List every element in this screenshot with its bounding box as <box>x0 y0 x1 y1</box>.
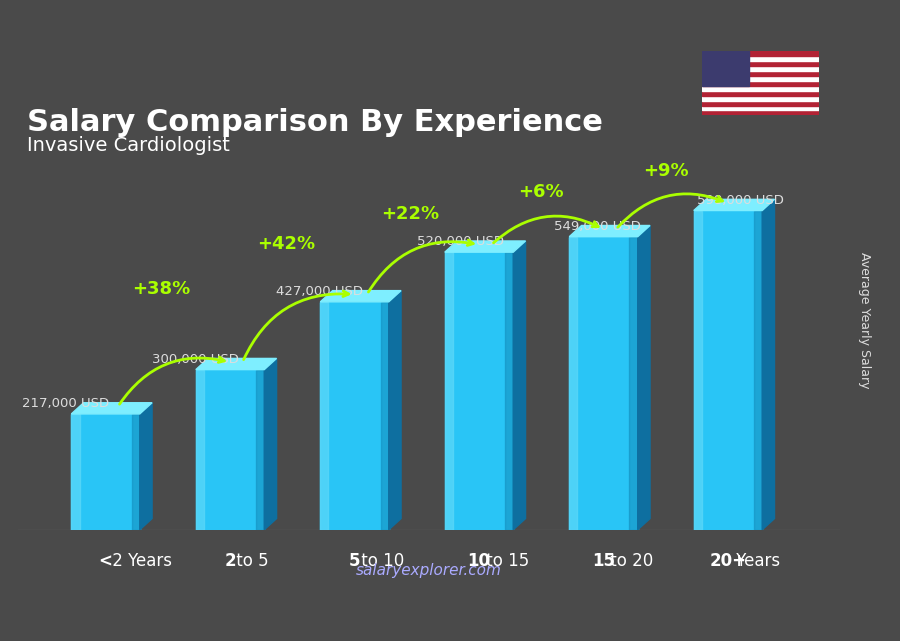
Polygon shape <box>389 290 401 529</box>
Bar <box>702 51 749 86</box>
Bar <box>702 101 819 106</box>
Bar <box>754 210 762 529</box>
Bar <box>196 370 204 529</box>
Text: to 20: to 20 <box>606 552 653 570</box>
Bar <box>702 76 819 81</box>
Text: to 10: to 10 <box>356 552 404 570</box>
Bar <box>131 414 140 529</box>
Bar <box>702 66 819 71</box>
Text: Average Yearly Salary: Average Yearly Salary <box>858 253 870 388</box>
Text: 217,000 USD: 217,000 USD <box>22 397 109 410</box>
Text: to 15: to 15 <box>481 552 529 570</box>
Bar <box>702 96 819 101</box>
Bar <box>381 302 389 529</box>
Polygon shape <box>265 358 276 529</box>
Text: +9%: +9% <box>643 162 689 180</box>
Bar <box>702 91 819 96</box>
Text: 300,000 USD: 300,000 USD <box>152 353 239 366</box>
Polygon shape <box>445 241 526 252</box>
Text: +6%: +6% <box>518 183 564 201</box>
Polygon shape <box>694 199 775 210</box>
Bar <box>702 86 819 91</box>
Bar <box>694 210 762 529</box>
Polygon shape <box>762 199 775 529</box>
Bar <box>702 106 819 110</box>
Bar <box>445 252 513 529</box>
Text: 520,000 USD: 520,000 USD <box>417 235 504 249</box>
Bar <box>256 370 265 529</box>
Polygon shape <box>320 290 401 302</box>
Bar <box>694 210 702 529</box>
Text: salaryexplorer.com: salaryexplorer.com <box>356 563 502 578</box>
Text: 427,000 USD: 427,000 USD <box>276 285 364 298</box>
Polygon shape <box>71 403 152 414</box>
Bar <box>505 252 513 529</box>
Bar <box>569 237 638 529</box>
Text: +22%: +22% <box>382 205 439 223</box>
Bar <box>196 370 265 529</box>
Text: Years: Years <box>731 552 780 570</box>
Text: 20+: 20+ <box>709 552 746 570</box>
Bar <box>702 61 819 66</box>
Polygon shape <box>196 358 276 370</box>
Bar <box>320 302 328 529</box>
Bar <box>629 237 638 529</box>
Bar <box>71 414 79 529</box>
Bar <box>320 302 389 529</box>
Bar <box>702 81 819 86</box>
Bar <box>702 71 819 76</box>
Polygon shape <box>140 403 152 529</box>
Text: 5: 5 <box>349 552 360 570</box>
Bar <box>445 252 453 529</box>
Text: to 5: to 5 <box>231 552 268 570</box>
Text: 15: 15 <box>592 552 615 570</box>
Bar <box>71 414 140 529</box>
Text: Invasive Cardiologist: Invasive Cardiologist <box>27 135 230 154</box>
Bar <box>702 56 819 61</box>
Text: Salary Comparison By Experience: Salary Comparison By Experience <box>27 108 602 137</box>
Polygon shape <box>513 241 526 529</box>
Text: 2: 2 <box>224 552 236 570</box>
Polygon shape <box>638 226 650 529</box>
Text: 10: 10 <box>467 552 491 570</box>
Bar <box>702 51 819 56</box>
Text: +42%: +42% <box>257 235 315 253</box>
Text: 2 Years: 2 Years <box>106 552 172 570</box>
Polygon shape <box>569 226 650 237</box>
Text: +38%: +38% <box>132 280 191 298</box>
Text: <: < <box>98 552 112 570</box>
Text: 549,000 USD: 549,000 USD <box>554 220 641 233</box>
Bar <box>702 110 819 115</box>
Bar <box>569 237 578 529</box>
Text: 598,000 USD: 598,000 USD <box>697 194 784 207</box>
